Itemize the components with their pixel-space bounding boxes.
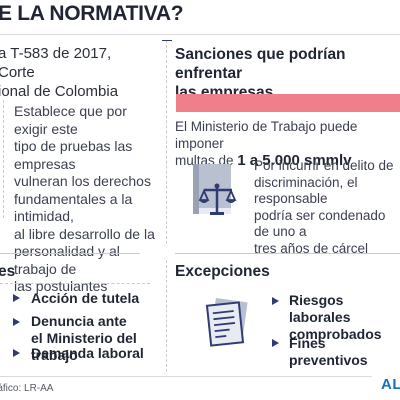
action-item-line: el Ministerio del trabajo [31,330,137,363]
bullet-icon [13,318,20,326]
exceptions-heading: Excepciones [175,263,270,280]
case-description-line: las postulantes [14,278,108,294]
ministry-fine-amount: 1 a 5.000 smmlv [237,152,352,169]
source-credit: ráfico: LR-AA [0,383,54,394]
exception-item-line: Fines preventivos [289,335,368,368]
case-quote-line [3,100,4,218]
law-book-scales-icon [193,164,237,215]
column-divider [166,40,167,244]
fine-bar [176,94,400,112]
actions-heading-rule [0,283,150,284]
case-description: Establece que por exigir este tipo de pr… [14,103,162,296]
case-reference-line: a T-583 de 2017, Corte [0,45,112,81]
case-description-line: vulneran los derechos [14,173,151,189]
footer-rule [0,376,372,377]
action-item-line: Acción de tutela [31,290,140,306]
exception-item: Riesgos laborales comprobados [289,292,399,343]
case-description-line: al libre desarrollo de la [14,225,155,242]
page-title: E LA NORMATIVA? [0,2,184,25]
bullet-icon [13,294,20,302]
penal-sanction-line: podría ser condenado de uno a [254,207,386,240]
penal-sanction-line: Por incurrir en delito de [254,158,394,173]
exception-item-line: Riesgos laborales [289,292,351,325]
actions-heading: es [0,263,16,280]
bullet-icon [272,297,279,305]
penal-sanction-text: Por incurrir en delito de discriminación… [254,158,400,257]
case-description-line: Establece que por exigir este [14,103,127,137]
case-reference: a T-583 de 2017, Corte ional de Colombia [0,44,148,101]
penal-sanction-line: tres años de cárcel [254,240,369,256]
sanctions-top-rule [162,40,172,41]
bottom-section-rule-left [0,253,140,254]
case-description-line: tipo de pruebas las empresas [14,138,133,172]
case-description-line: fundamentales a la intimidad, [14,190,133,225]
action-item: Demanda laboral [31,345,144,362]
exception-item-line: comprobados [289,326,382,342]
action-item-line: Demanda laboral [31,345,144,361]
bullet-icon [272,339,279,347]
document-icon [205,298,248,347]
bottom-column-divider [166,260,167,372]
penal-sanction-line: discriminación, el responsable [254,174,358,207]
bottom-section-rule-right [175,253,400,254]
title-divider [0,34,400,35]
ministry-fine-line: El Ministerio de Trabajo puede imponer [175,119,358,151]
case-description-line: personalidad y al trabajo de [14,243,120,277]
sanctions-heading-line: Sanciones que podrían enfrentar [175,46,346,82]
bullet-icon [13,349,20,357]
case-reference-line: ional de Colombia [0,83,119,100]
action-item: Denuncia ante el Ministerio del trabajo [31,313,171,364]
ministry-fine-text: El Ministerio de Trabajo puede imponer m… [175,118,400,169]
action-item: Acción de tutela [31,290,139,307]
action-item-line: Denuncia ante [31,313,127,329]
exception-item: Fines preventivos [289,335,400,369]
brand-logo: AL [381,376,400,393]
